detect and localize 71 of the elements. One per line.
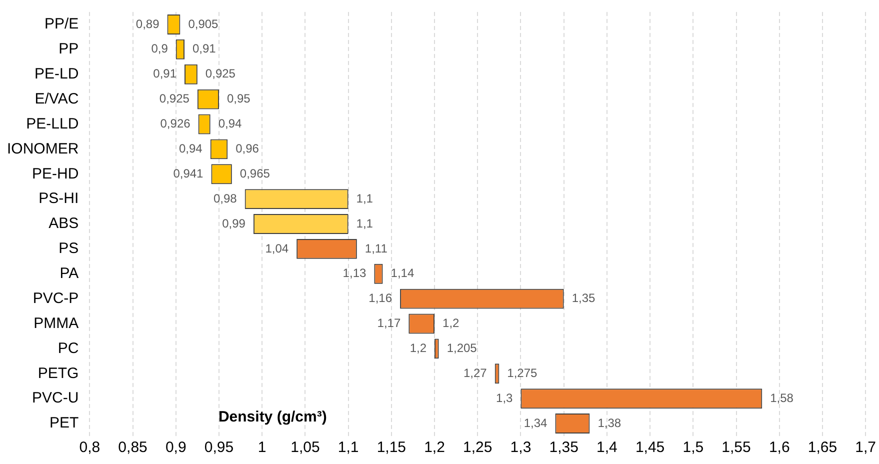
annotation: 0,94 — [218, 116, 242, 131]
annotation: 1,205 — [446, 341, 478, 356]
y-tick-label: E/VAC — [34, 90, 79, 108]
annotation: 1,3 — [496, 390, 514, 405]
annotation: 1,2 — [410, 341, 427, 356]
annotation: 0,9 — [151, 42, 168, 56]
annotation: 0,925 — [205, 66, 236, 81]
x-tick-label: 1,6 — [768, 439, 790, 456]
annotation: 1,04 — [265, 241, 289, 256]
annotation: 1,2 — [442, 316, 460, 330]
annotation: 0,905 — [188, 16, 219, 31]
x-tick-label: 1,65 — [808, 439, 838, 456]
x-tick-label: 1,3 — [510, 439, 532, 456]
x-tick-label: 0,85 — [118, 439, 148, 456]
y-tick-label: PE-LD — [34, 65, 79, 82]
x-tick-label: 1,55 — [722, 439, 751, 456]
annotation: 0,91 — [192, 42, 216, 56]
annotation: 1,275 — [507, 366, 538, 380]
annotation: 0,965 — [240, 166, 270, 180]
y-tick-label: ABS — [48, 215, 79, 232]
y-tick-label: PVC-U — [32, 390, 79, 407]
annotation: 1,34 — [524, 416, 548, 430]
annotation: 1,38 — [598, 416, 622, 430]
annotation: 0,96 — [236, 141, 260, 156]
annotation: 1,1 — [356, 191, 374, 206]
y-tick-label: PETG — [38, 364, 79, 382]
x-tick-label: 1,05 — [290, 439, 320, 456]
y-tick-label: PVC-P — [32, 290, 79, 307]
annotation: 0,89 — [136, 16, 160, 31]
y-tick-label: IONOMER — [6, 140, 79, 158]
x-tick-label: 1,7 — [855, 439, 876, 456]
x-tick-label: 1,45 — [635, 439, 665, 456]
annotation: 0,94 — [179, 141, 203, 156]
x-tick-label: 1,2 — [424, 439, 445, 456]
y-tick-label: PA — [60, 265, 79, 282]
y-tick-label: PP/E — [44, 16, 79, 33]
annotation: 0,95 — [226, 92, 251, 106]
annotation: 1,27 — [464, 366, 488, 380]
y-tick-label: PE-LLD — [26, 115, 79, 132]
x-tick-label: 1,35 — [549, 439, 578, 456]
annotation: 0,926 — [160, 116, 191, 131]
y-tick-label: PS — [58, 240, 79, 258]
annotation: 1,17 — [377, 316, 401, 330]
y-tick-label: PMMA — [34, 314, 79, 332]
x-tick-label: 1 — [258, 439, 266, 456]
x-tick-label: 1,15 — [376, 439, 406, 456]
x-tick-label: 0,95 — [204, 439, 234, 456]
annotation: 0,941 — [173, 166, 204, 180]
x-tick-label: 1,25 — [463, 439, 492, 456]
y-tick-label: PC — [58, 340, 79, 357]
annotation: 0,925 — [159, 92, 190, 106]
annotation: 1,13 — [342, 266, 366, 280]
y-tick-label: PS-HI — [38, 190, 79, 208]
annotation: 1,1 — [356, 216, 374, 230]
annotation: 1,16 — [368, 291, 392, 306]
x-tick-label: 0,9 — [165, 439, 186, 456]
annotation: 1,35 — [572, 291, 596, 306]
x-tick-label: 0,8 — [79, 439, 100, 456]
annotation: 1,11 — [364, 241, 388, 256]
y-tick-label: PET — [49, 414, 79, 432]
x-tick-label: 1,5 — [682, 439, 704, 456]
annotation: 0,98 — [213, 191, 238, 206]
annotation: 0,91 — [153, 66, 177, 81]
x-tick-label: 1,4 — [596, 439, 618, 456]
y-tick-label: PE-HD — [32, 165, 79, 182]
annotation: 1,14 — [390, 266, 414, 280]
y-tick-label: PP — [58, 40, 79, 58]
x-axis-title: Density (g/cm³) — [218, 408, 327, 426]
annotation: 0,99 — [222, 216, 246, 230]
x-tick-label: 1,1 — [338, 439, 359, 456]
annotation: 1,58 — [770, 390, 794, 405]
